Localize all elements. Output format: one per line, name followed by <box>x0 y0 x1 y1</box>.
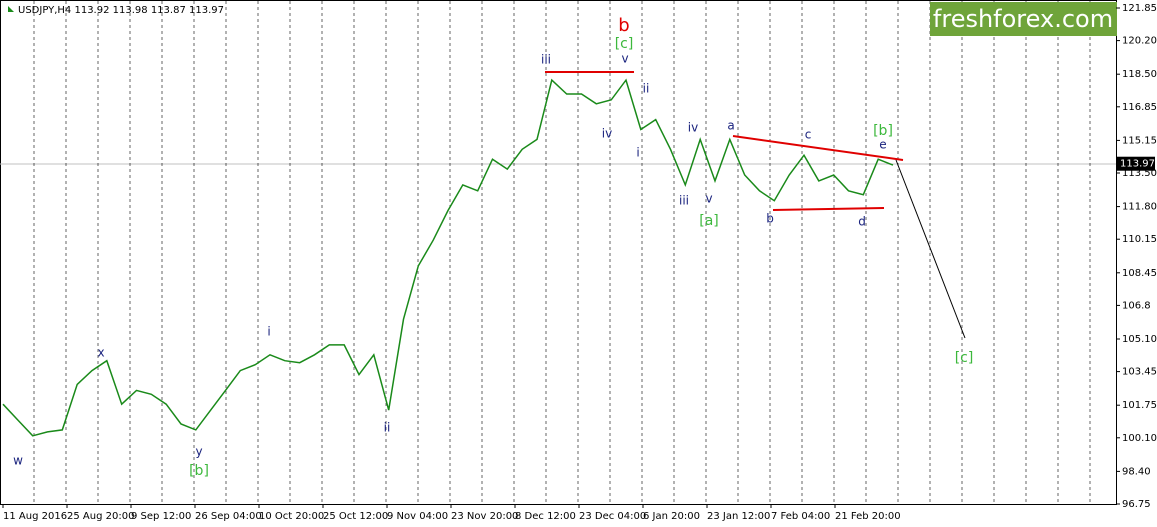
wave-label: b <box>618 15 629 36</box>
y-tick-label: 108.45 <box>1122 268 1157 279</box>
wave-label: w <box>13 454 23 468</box>
chart-title: USDJPY,H4 113.92 113.98 113.87 113.97 <box>18 5 224 16</box>
plot-frame <box>0 0 1117 505</box>
y-tick-label: 96.75 <box>1122 499 1151 510</box>
y-tick-label: 106.8 <box>1122 300 1151 311</box>
x-tick-label: 26 Sep 04:00 <box>195 511 262 522</box>
x-tick-label: 23 Jan 12:00 <box>707 511 770 522</box>
x-tick-label: 21 Feb 20:00 <box>835 511 901 522</box>
x-tick-label: 23 Nov 20:00 <box>451 511 518 522</box>
wave-label: i <box>267 325 270 339</box>
x-tick-label: 9 Sep 12:00 <box>131 511 191 522</box>
wave-label: y <box>195 445 202 459</box>
wave-label: [a] <box>699 213 719 229</box>
y-tick-label: 103.45 <box>1122 367 1157 378</box>
wave-label: [c] <box>615 36 634 52</box>
projection-line <box>895 159 966 339</box>
wave-label: iv <box>602 127 612 141</box>
y-tick-label: 115.15 <box>1122 135 1157 146</box>
price-line <box>2 78 894 437</box>
x-tick-label: 7 Feb 04:00 <box>771 511 830 522</box>
wave-label: [b] <box>189 463 209 479</box>
wave-label: [c] <box>955 350 974 366</box>
chart-icon <box>8 6 14 12</box>
x-tick-label: 25 Oct 12:00 <box>323 511 388 522</box>
x-tick-label: 6 Jan 20:00 <box>643 511 700 522</box>
wave-label: e <box>879 138 886 152</box>
wave-label: iii <box>541 53 551 67</box>
price-tag-box <box>1117 156 1155 171</box>
wave-label: iv <box>688 121 698 135</box>
y-tick-label: 118.50 <box>1122 69 1157 80</box>
y-tick-label: 100.10 <box>1122 433 1157 444</box>
y-tick-label: 120.20 <box>1122 36 1157 47</box>
y-tick-label: 121.85 <box>1122 3 1157 14</box>
y-tick-label: 101.75 <box>1122 400 1157 411</box>
trend-line <box>772 207 885 211</box>
x-tick-label: 23 Dec 04:00 <box>579 511 646 522</box>
trend-line <box>732 135 904 161</box>
y-tick-label: 113.50 <box>1122 168 1157 179</box>
wave-label: v <box>621 52 628 66</box>
wave-label: c <box>805 128 812 142</box>
wave-label: a <box>727 119 734 133</box>
wave-label: d <box>858 215 866 229</box>
wave-label: i <box>636 146 639 160</box>
wave-label: b <box>766 212 774 226</box>
x-tick-label: 25 Aug 20:00 <box>67 511 134 522</box>
logo-box <box>930 2 1117 36</box>
y-tick-label: 105.10 <box>1122 334 1157 345</box>
x-tick-label: 9 Nov 04:00 <box>387 511 448 522</box>
y-tick-label: 111.80 <box>1122 202 1157 213</box>
wave-label: v <box>705 192 712 206</box>
wave-label: ii <box>384 421 391 435</box>
x-tick-label: 10 Oct 20:00 <box>259 511 324 522</box>
wave-label: iii <box>679 194 689 208</box>
y-tick-label: 116.85 <box>1122 102 1157 113</box>
price-tag: 113.97 <box>1120 159 1155 170</box>
wave-label: x <box>97 346 104 360</box>
wave-label: ii <box>643 82 650 96</box>
y-tick-label: 98.40 <box>1122 466 1151 477</box>
logo: freshforex.com <box>933 5 1113 33</box>
wave-label: [b] <box>873 123 893 139</box>
y-tick-label: 110.15 <box>1122 234 1157 245</box>
x-tick-label: 8 Dec 12:00 <box>515 511 576 522</box>
x-tick-label: 11 Aug 2016 <box>3 511 67 522</box>
